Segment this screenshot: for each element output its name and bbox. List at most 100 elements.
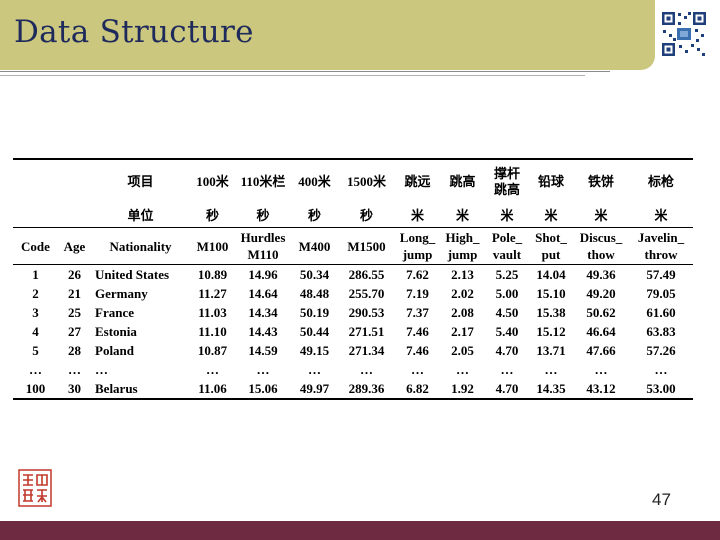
header-cell-line: Pole_ — [491, 230, 523, 245]
header-band — [0, 0, 655, 70]
table-cell: 2.02 — [451, 285, 474, 301]
header-cell: Shot_put — [529, 227, 573, 265]
header-cell-line: Javelin_ — [637, 230, 685, 245]
table-row: 100 30 Belarus 11.06 15.06 49.97 289.36 6.82 1.9… — [13, 379, 693, 400]
table-cell: 铅球 — [529, 158, 573, 204]
table-cell: 单位 — [127, 207, 154, 223]
table-cell: … — [29, 361, 42, 377]
table-cell — [58, 158, 91, 204]
table-row: 2 21 Germany 11.27 14.64 48.48 255.70 7.19 2.02 5… — [13, 284, 693, 303]
table-cell: … — [544, 361, 558, 377]
table-cell: 14.59 — [248, 342, 278, 358]
header-cell-line: M110 — [247, 247, 279, 262]
table-cell: 6.82 — [395, 379, 440, 400]
header-cell: Pole_ vault — [485, 227, 529, 265]
header-cell: Long_jump — [395, 227, 440, 265]
table-cell: 289.36 — [338, 379, 395, 400]
table-cell: 50.62 — [586, 304, 616, 320]
header-cell: High_ jump — [440, 227, 485, 265]
table-cell: 48.48 — [299, 285, 330, 301]
table-cell: 49.15 — [299, 342, 330, 358]
table-cell: 14.35 — [529, 379, 573, 400]
title-divider — [0, 71, 610, 72]
table-cell: Belarus — [91, 379, 190, 400]
table-cell: 10.87 — [197, 342, 228, 358]
seal-logo-icon — [18, 469, 52, 507]
table-cell: 11.27 — [198, 285, 227, 301]
table-cell: … — [360, 361, 373, 377]
table-cell: 14.96 — [235, 264, 291, 284]
header-row-variables: Code Age Nationality M100 Hurdles M110 M400 M15… — [13, 227, 693, 265]
table-cell: 49.97 — [291, 379, 338, 400]
table-cell: 100 — [13, 379, 58, 400]
table-cell: … — [95, 361, 108, 377]
table-cell: 46.64 — [586, 323, 616, 339]
table-cell: 2.08 — [451, 304, 474, 320]
table-cell: 2.13 — [440, 264, 485, 284]
table-cell: 53.00 — [629, 379, 693, 400]
table-cell: … — [308, 361, 321, 377]
table-cell: 2.05 — [451, 342, 474, 358]
table-cell: Code — [13, 227, 58, 265]
table-cell: Nationality — [91, 227, 190, 265]
table-cell: 271.34 — [348, 342, 385, 358]
table-cell: 26 — [58, 264, 91, 284]
header-cell-line: 跳高 — [493, 182, 520, 197]
header-cell-line: put — [541, 247, 561, 262]
table-row: 1 26 United States 10.89 14.96 50.34 286.55 7.6… — [13, 264, 693, 284]
table-cell: 57.49 — [629, 264, 693, 284]
table-cell: 秒 — [307, 207, 321, 223]
table-body: 项目 100米 110米栏 400米 1500米 跳远 跳高 撑杆 跳高 铅球 铁饼 标枪 单位秒秒秒秒… — [13, 158, 693, 400]
header-cell-line: 撑杆 — [493, 166, 520, 181]
table-cell: 63.83 — [646, 323, 676, 339]
table-cell: 286.55 — [338, 264, 395, 284]
table-cell: 271.51 — [348, 323, 385, 339]
header-cell-line: Hurdles — [240, 230, 286, 245]
header-cell-line: jump — [402, 247, 433, 262]
table-cell: 49.36 — [573, 264, 629, 284]
header-cell-line: Long_ — [399, 230, 436, 245]
table-cell — [13, 204, 58, 228]
table-row: ………………………………… — [13, 360, 693, 379]
table-cell: 秒 — [205, 207, 219, 223]
table-cell: 400米 — [291, 158, 338, 204]
table-cell: 铁饼 — [573, 158, 629, 204]
header-cell-line: Shot_ — [535, 230, 567, 245]
table-cell: … — [256, 361, 270, 377]
table-cell: … — [456, 361, 469, 377]
table-cell: 1500米 — [338, 158, 395, 204]
table-cell: 7.46 — [406, 323, 429, 339]
table-cell: 10.89 — [190, 264, 235, 284]
table-cell: 4.50 — [495, 304, 519, 320]
table-cell: 110米栏 — [235, 158, 291, 204]
table-cell: Age — [58, 227, 91, 265]
table-cell: 跳高 — [440, 158, 485, 204]
table-cell: 5 — [32, 342, 39, 358]
table-cell: … — [411, 361, 424, 377]
table-cell: 79.05 — [646, 285, 676, 301]
table-cell: … — [594, 361, 608, 377]
header-cell: Javelin_ throw — [629, 227, 693, 265]
table-cell: 4.70 — [485, 379, 529, 400]
table-cell: Estonia — [95, 323, 137, 339]
table-cell: 米 — [654, 207, 668, 223]
table-cell: 米 — [455, 207, 469, 223]
table-cell: Germany — [95, 285, 148, 301]
table-cell: 11.06 — [190, 379, 235, 400]
table-cell: 5.00 — [495, 285, 519, 301]
table-cell: 49.20 — [586, 285, 616, 301]
table-cell: 290.53 — [348, 304, 385, 320]
header-cell: Discus_ thow — [573, 227, 629, 265]
table-cell: 跳远 — [395, 158, 440, 204]
table-cell: 米 — [594, 207, 608, 223]
table-cell: 21 — [68, 285, 81, 301]
title-divider-secondary — [0, 75, 585, 76]
table-cell: 61.60 — [646, 304, 676, 320]
table-cell — [13, 158, 58, 204]
table-cell: … — [500, 361, 514, 377]
table-cell: 30 — [58, 379, 91, 400]
table-cell: 15.06 — [235, 379, 291, 400]
table-cell — [58, 204, 91, 228]
header-row-item: 项目 100米 110米栏 400米 1500米 跳远 跳高 撑杆 跳高 铅球 铁饼 标枪 — [13, 158, 693, 204]
table-cell: … — [206, 361, 219, 377]
